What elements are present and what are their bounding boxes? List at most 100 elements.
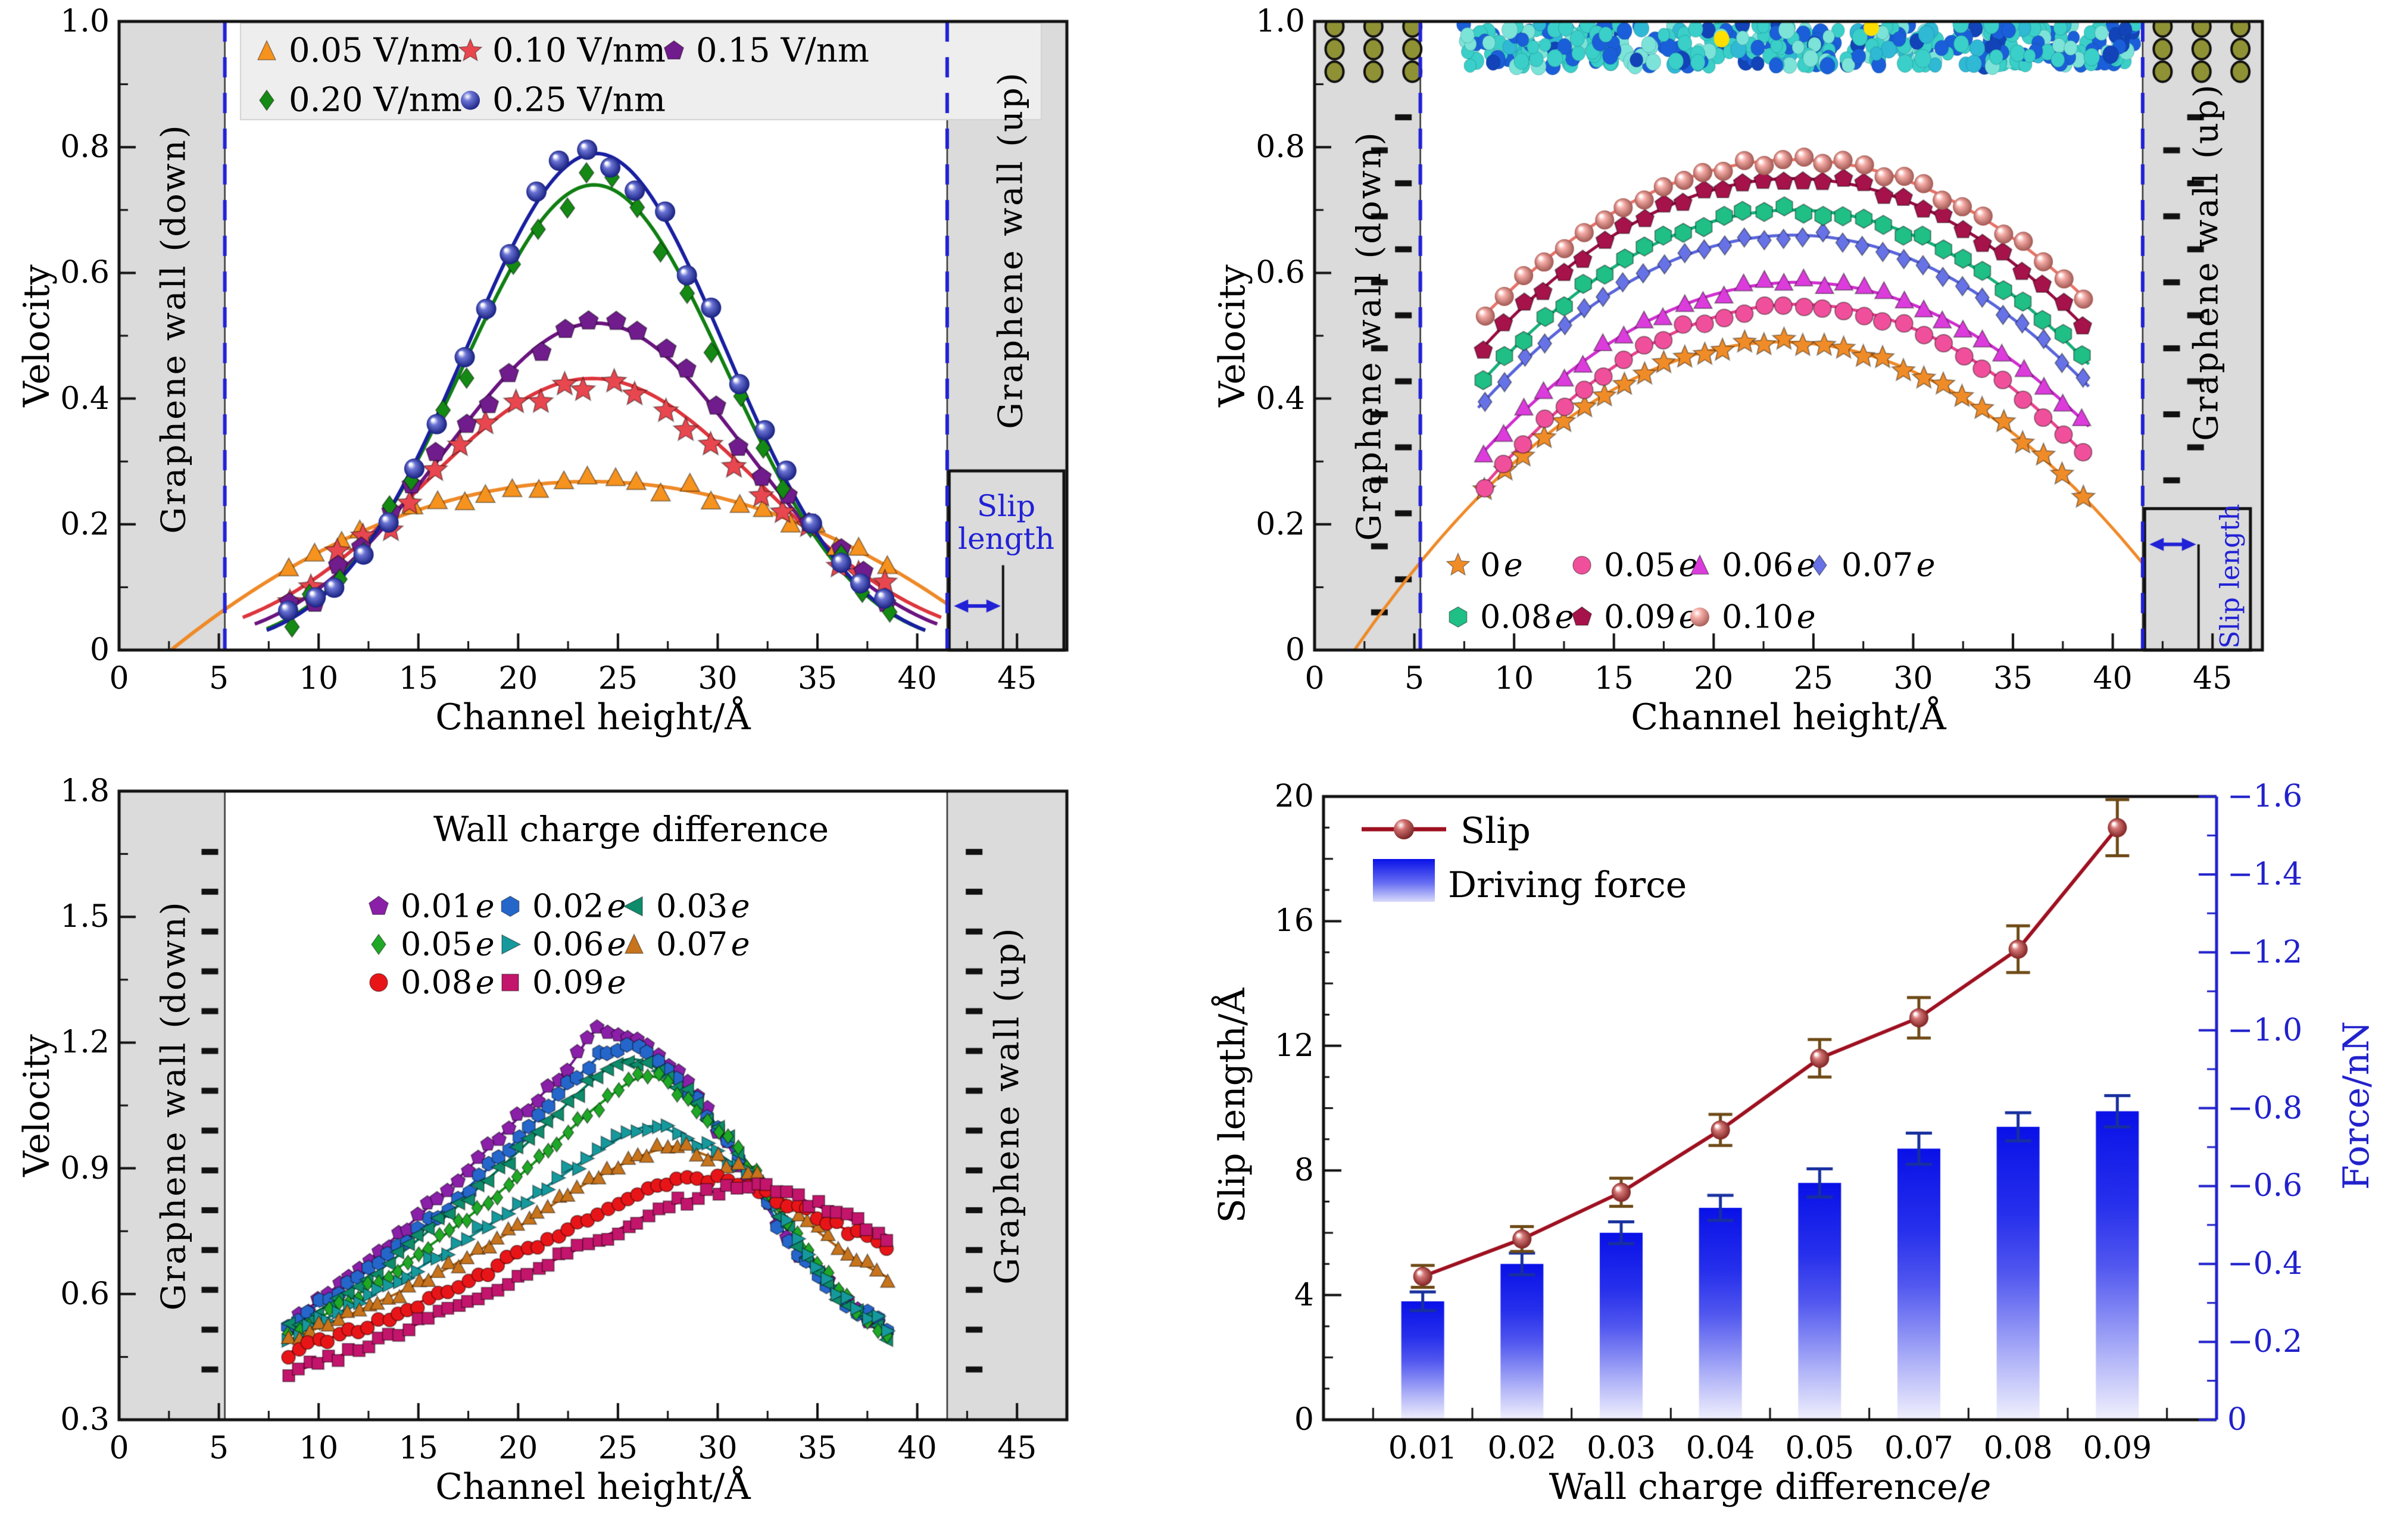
x-tick-label: 30 <box>698 1430 738 1466</box>
x-tick-label: 25 <box>598 1430 638 1466</box>
y-tick-label: 0.8 <box>1256 129 1305 165</box>
legend-item: 0.08 e <box>1444 598 1574 636</box>
y-tick-label: 12 <box>1274 1027 1314 1064</box>
x-tick-label: 0 <box>1304 661 1325 696</box>
y-axis-label: Slip length/Å <box>1212 988 1253 1223</box>
legend-item: 0.10 V/nm <box>457 32 666 70</box>
legend-item: 0.15 V/nm <box>660 32 869 70</box>
x-tick-label: 0.07 <box>1884 1430 1953 1466</box>
x-tick-label: 0 <box>109 1430 129 1466</box>
x-tick-label: 45 <box>997 1430 1037 1466</box>
x-tick-label: 10 <box>1494 661 1534 696</box>
panel1-plot-canvas <box>0 0 1196 770</box>
y-tick-label: 1.8 <box>60 773 110 809</box>
right-tick-label: −0.8 <box>2227 1090 2303 1126</box>
x-axis-label: Wall charge difference/e <box>1549 1466 1992 1508</box>
x-axis-label: Channel height/Å <box>435 1466 751 1508</box>
x-axis-label: Channel height/Å <box>1631 696 1946 738</box>
y-tick-label: 1.2 <box>60 1024 110 1061</box>
legend-item: 0.20 V/nm <box>253 81 462 120</box>
x-tick-label: 40 <box>897 661 937 696</box>
wall-label-up: Graphene wall (up) <box>988 926 1027 1285</box>
legend-item-driving-force: Driving force <box>1372 858 1687 912</box>
legend-item: 0.09 e <box>1568 598 1698 636</box>
x-tick-label: 0.02 <box>1487 1430 1557 1466</box>
wall-label-down: Graphene wall (down) <box>1350 130 1389 541</box>
x-tick-label: 25 <box>1793 661 1833 696</box>
y-axis-label: Velocity <box>16 264 58 407</box>
right-tick-label: −0.2 <box>2227 1324 2303 1360</box>
x-tick-label: 15 <box>398 1430 438 1466</box>
panel-slip-length-and-force: Slip length/Å Force/nN Wall charge diffe… <box>1196 770 2391 1540</box>
legend-item: 0.08 e <box>365 964 495 1001</box>
y-tick-label: 0 <box>1285 632 1305 668</box>
x-tick-label: 40 <box>2093 661 2133 696</box>
x-tick-label: 5 <box>209 661 229 696</box>
x-tick-label: 35 <box>1993 661 2033 696</box>
y-tick-label: 4 <box>1294 1277 1314 1313</box>
y-tick-label: 1.5 <box>60 899 110 935</box>
x-tick-label: 5 <box>209 1430 229 1466</box>
right-y-axis-label: Force/nN <box>2336 1021 2377 1190</box>
right-tick-label: −1.2 <box>2227 934 2303 970</box>
legend-title: Wall charge difference <box>433 809 829 849</box>
y-tick-label: 0.4 <box>60 380 110 417</box>
legend-item: 0.01 e <box>365 888 495 925</box>
y-tick-label: 1.0 <box>1256 4 1305 39</box>
x-tick-label: 0.01 <box>1388 1430 1457 1466</box>
legend-item: 0.06 e <box>1686 546 1816 584</box>
right-tick-label: 0 <box>2227 1402 2248 1438</box>
panel2-plot-canvas <box>1196 0 2391 770</box>
wall-label-up: Graphene wall (up) <box>2187 83 2226 441</box>
x-tick-label: 20 <box>498 1430 538 1466</box>
y-tick-label: 0.8 <box>60 129 110 165</box>
wall-label-down: Graphene wall (down) <box>154 123 193 534</box>
legend-item: 0.25 V/nm <box>457 81 666 120</box>
legend-item: 0.10 e <box>1686 598 1816 636</box>
y-tick-label: 0.3 <box>60 1402 110 1438</box>
x-tick-label: 0 <box>109 661 129 696</box>
y-tick-label: 8 <box>1294 1152 1314 1189</box>
panel3-plot-canvas <box>0 770 1196 1540</box>
x-tick-label: 30 <box>1893 661 1933 696</box>
legend-item: 0.06 e <box>497 926 626 963</box>
y-tick-label: 0.9 <box>60 1150 110 1186</box>
panel-velocity-vs-wall-charge: Velocity Channel height/Å Graphene wall … <box>1196 0 2391 770</box>
x-tick-label: 10 <box>299 1430 339 1466</box>
right-tick-label: −0.4 <box>2227 1246 2303 1282</box>
x-tick-label: 0.09 <box>2083 1430 2152 1466</box>
x-tick-label: 20 <box>498 661 538 696</box>
y-tick-label: 0.2 <box>60 506 110 542</box>
y-axis-label: Velocity <box>16 1034 58 1177</box>
y-tick-label: 0.6 <box>60 1276 110 1312</box>
legend-item: 0.02 e <box>497 888 626 925</box>
right-tick-label: −1.0 <box>2227 1012 2303 1048</box>
legend-item: 0 e <box>1444 546 1523 584</box>
x-tick-label: 5 <box>1404 661 1425 696</box>
x-tick-label: 45 <box>2193 661 2233 696</box>
legend-item-slip: Slip <box>1359 810 1531 852</box>
y-tick-label: 0 <box>1294 1402 1314 1438</box>
x-tick-label: 0.03 <box>1587 1430 1656 1466</box>
y-tick-label: 16 <box>1274 903 1314 939</box>
x-tick-label: 25 <box>598 661 638 696</box>
slip-line-marker <box>1359 810 1449 852</box>
x-tick-label: 30 <box>698 661 738 696</box>
wall-label-up: Graphene wall (up) <box>991 71 1031 429</box>
x-tick-label: 15 <box>1594 661 1634 696</box>
slip-length-annotation: Slip length <box>2215 504 2246 649</box>
legend-item: 0.09 e <box>497 964 626 1001</box>
legend-item: 0.07 e <box>1806 546 1936 584</box>
legend-item: 0.07 e <box>620 926 750 963</box>
x-tick-label: 0.05 <box>1785 1430 1855 1466</box>
x-tick-label: 35 <box>797 661 838 696</box>
y-tick-label: 20 <box>1274 779 1314 814</box>
legend-item: 0.05 e <box>365 926 495 963</box>
x-tick-label: 45 <box>997 661 1037 696</box>
legend-item: 0.03 e <box>620 888 750 925</box>
x-tick-label: 10 <box>299 661 339 696</box>
right-tick-label: −0.6 <box>2227 1168 2303 1204</box>
legend-item: 0.05 V/nm <box>253 32 462 70</box>
y-tick-label: 0.6 <box>60 255 110 291</box>
